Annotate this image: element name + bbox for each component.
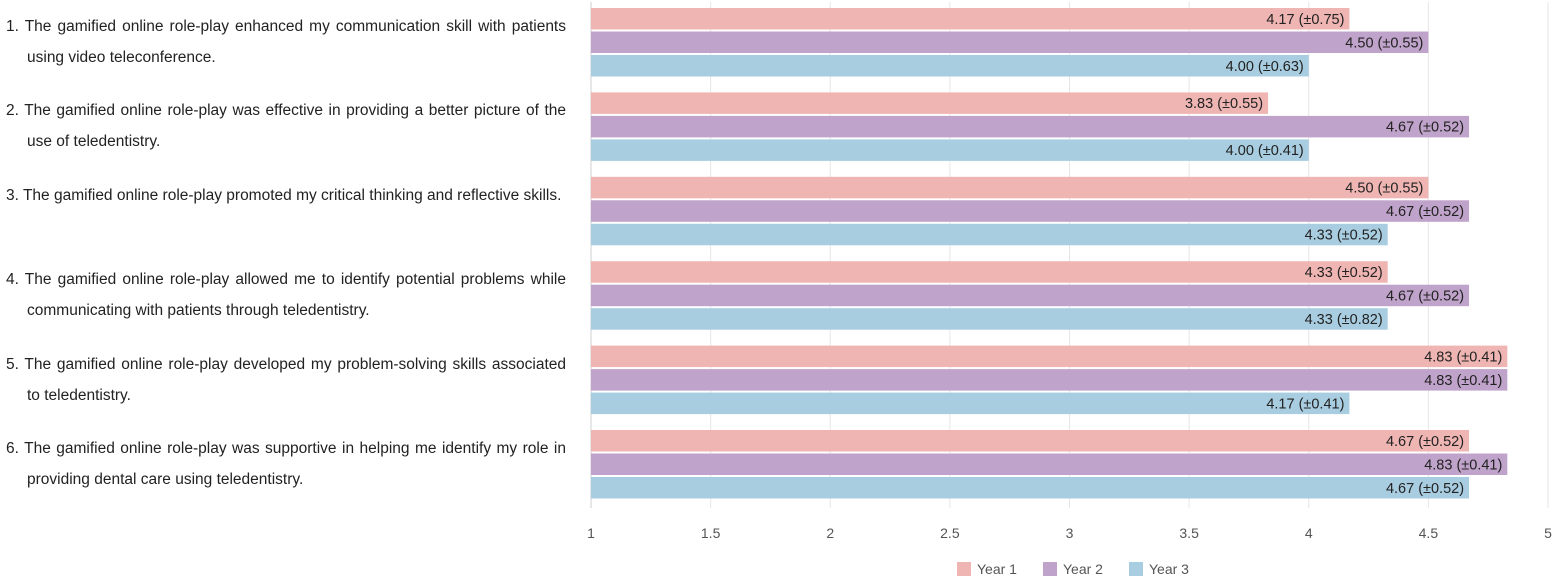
x-tick-label: 5 (1544, 525, 1552, 541)
bar-q2-year-2 (591, 115, 1470, 138)
data-label: 4.33 (±0.52) (1305, 265, 1383, 281)
bars: 4.17 (±0.75)4.50 (±0.55)4.00 (±0.63)3.83… (591, 8, 1508, 499)
category-number: 6. (6, 440, 25, 457)
category-number: 5. (6, 355, 25, 373)
category-label: 5. The gamified online role-play develop… (6, 349, 566, 411)
data-label: 3.83 (±0.55) (1185, 96, 1263, 112)
bar-q1-year-3 (591, 55, 1309, 77)
data-label: 4.17 (±0.41) (1266, 396, 1344, 412)
data-label: 4.67 (±0.52) (1386, 434, 1464, 450)
category-text: The gamified online role-play allowed me… (24, 271, 566, 320)
category-number: 3. (6, 186, 23, 204)
category-number: 2. (6, 102, 25, 120)
x-tick-label: 1 (587, 525, 595, 541)
data-label: 4.50 (±0.55) (1345, 181, 1423, 197)
data-label: 4.00 (±0.41) (1226, 143, 1304, 159)
data-label: 4.83 (±0.41) (1424, 457, 1502, 473)
bar-q3-year-2 (591, 200, 1470, 222)
category-text: The gamified online role-play promoted m… (22, 186, 562, 204)
category-label: 6. The gamified online role-play was sup… (6, 433, 566, 495)
bar-q4-year-3 (591, 308, 1388, 330)
data-label: 4.33 (±0.82) (1305, 312, 1383, 328)
data-label: 4.67 (±0.52) (1386, 481, 1464, 497)
x-axis-ticks: 1 1.5 2 2.5 3 3.5 4 4.5 5 (587, 525, 1552, 541)
category-text: The gamified online role-play enhanced m… (24, 18, 566, 66)
data-label: 4.67 (±0.52) (1386, 120, 1464, 136)
bar-q4-year-1 (591, 261, 1388, 283)
bar-q5-year-2 (591, 369, 1508, 391)
x-tick-label: 4 (1305, 525, 1313, 541)
data-label: 4.33 (±0.52) (1305, 228, 1383, 244)
x-tick-label: 3.5 (1179, 525, 1199, 541)
category-label: 2. The gamified online role-play was eff… (6, 95, 566, 157)
data-label: 4.50 (±0.55) (1345, 35, 1423, 51)
data-label: 4.67 (±0.52) (1386, 204, 1464, 220)
category-label: 1. The gamified online role-play enhance… (6, 11, 566, 73)
legend-swatch (1129, 562, 1143, 576)
category-text: The gamified online role-play was effect… (24, 102, 566, 151)
data-label: 4.67 (±0.52) (1386, 288, 1464, 304)
legend-item-year-2: Year 2 (1043, 561, 1103, 577)
category-number: 1. (6, 18, 25, 35)
data-label: 4.17 (±0.75) (1266, 12, 1344, 28)
data-label: 4.83 (±0.41) (1424, 349, 1502, 365)
bar-q3-year-3 (591, 223, 1388, 246)
bar-q6-year-1 (591, 430, 1470, 452)
legend-label: Year 3 (1149, 561, 1189, 577)
category-number: 4. (6, 271, 25, 289)
bar-q6-year-3 (591, 477, 1470, 499)
x-tick-label: 3 (1066, 525, 1074, 541)
bar-q2-year-3 (591, 139, 1309, 161)
x-tick-label: 1.5 (701, 525, 721, 541)
bar-q2-year-1 (591, 92, 1269, 114)
category-label: 4. The gamified online role-play allowed… (6, 264, 566, 326)
bar-q1-year-2 (591, 31, 1429, 53)
legend-item-year-1: Year 1 (957, 561, 1017, 577)
bar-q6-year-2 (591, 453, 1508, 475)
gridlines (590, 2, 1549, 508)
data-label: 4.00 (±0.63) (1226, 59, 1304, 75)
bar-q5-year-3 (591, 392, 1350, 415)
bar-q3-year-1 (591, 176, 1429, 199)
legend-label: Year 2 (1063, 561, 1103, 577)
x-tick-label: 2 (826, 525, 834, 541)
x-tick-label: 2.5 (940, 525, 960, 541)
bar-q1-year-1 (591, 8, 1350, 30)
legend: Year 1 Year 2 Year 3 (957, 561, 1189, 577)
bar-q4-year-2 (591, 284, 1470, 307)
legend-swatch (1043, 562, 1057, 576)
x-tick-label: 4.5 (1419, 525, 1439, 541)
data-label: 4.83 (±0.41) (1424, 373, 1502, 389)
category-text: The gamified online role-play developed … (24, 355, 566, 404)
legend-label: Year 1 (977, 561, 1017, 577)
category-text: The gamified online role-play was suppor… (24, 440, 566, 488)
category-label: 3. The gamified online role-play promote… (6, 180, 566, 211)
legend-item-year-3: Year 3 (1129, 561, 1189, 577)
legend-swatch (957, 562, 971, 576)
bar-q5-year-1 (591, 345, 1508, 368)
